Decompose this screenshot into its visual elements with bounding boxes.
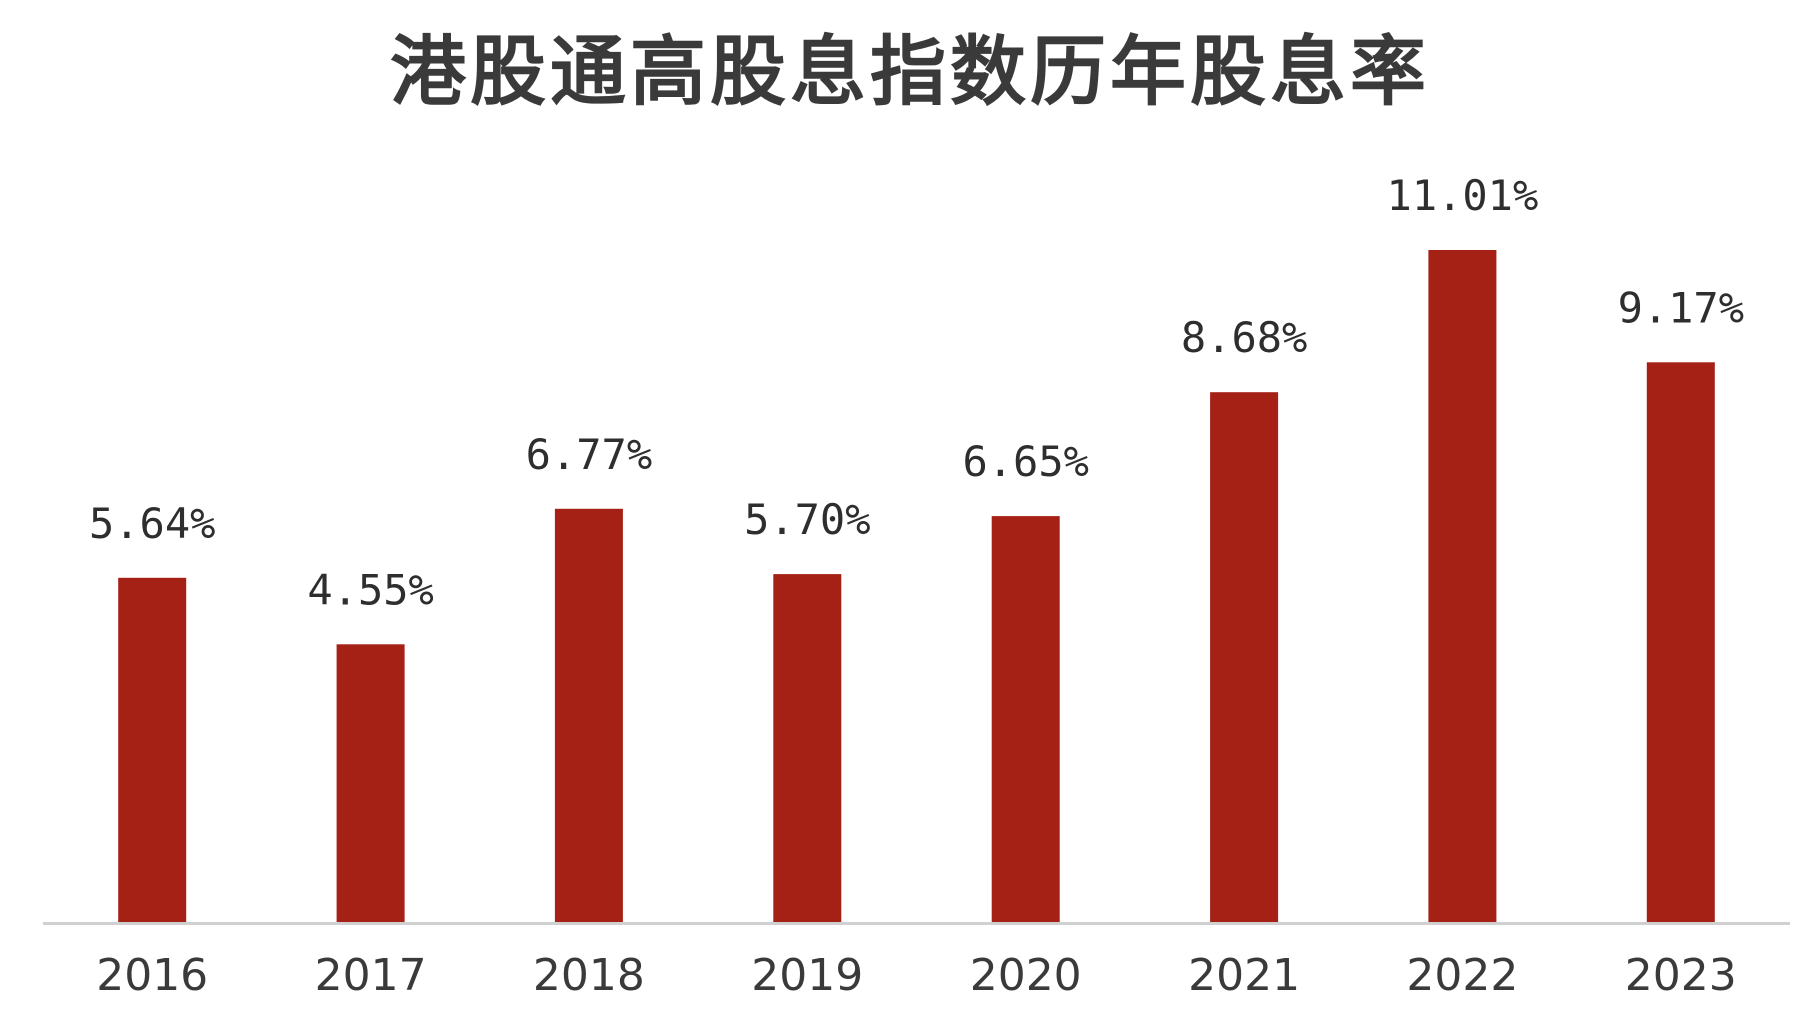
bar-2018 (554, 508, 623, 922)
bar-2020 (991, 516, 1060, 922)
chart-title: 港股通高股息指数历年股息率 (390, 27, 1430, 116)
bar-2023 (1646, 362, 1715, 922)
data-label-2022: 11.01% (1387, 171, 1539, 220)
bar-2019 (773, 574, 842, 922)
data-label-2018: 6.77% (526, 430, 652, 479)
x-tick-label-2021: 2021 (1188, 950, 1300, 1001)
bar-2016 (118, 577, 187, 922)
data-label-2021: 8.68% (1181, 313, 1307, 362)
data-label-2016: 5.64% (89, 499, 215, 548)
x-tick-label-2023: 2023 (1625, 950, 1737, 1001)
x-tick-label-2018: 2018 (533, 950, 645, 1001)
data-label-2017: 4.55% (307, 565, 433, 614)
x-tick-label-2022: 2022 (1406, 950, 1518, 1001)
data-label-2023: 9.17% (1618, 283, 1744, 332)
x-tick-label-2016: 2016 (96, 950, 208, 1001)
x-tick-label-2020: 2020 (970, 950, 1082, 1001)
data-label-2020: 6.65% (962, 437, 1088, 486)
bar-2022 (1428, 250, 1497, 922)
bar-2021 (1210, 392, 1279, 922)
x-tick-label-2019: 2019 (751, 950, 863, 1001)
x-tick-label-2017: 2017 (315, 950, 427, 1001)
data-labels-layer: 5.64% 4.55% 6.77% 5.70% 6.65% 8.68% 11.01% 9.17… (89, 171, 1744, 614)
bar-2017 (336, 644, 405, 922)
bars-layer (118, 250, 1715, 922)
x-tick-labels-layer: 2016 2017 2018 2019 2020 2021 2022 2023 (96, 950, 1737, 1001)
data-label-2019: 5.70% (744, 495, 870, 544)
